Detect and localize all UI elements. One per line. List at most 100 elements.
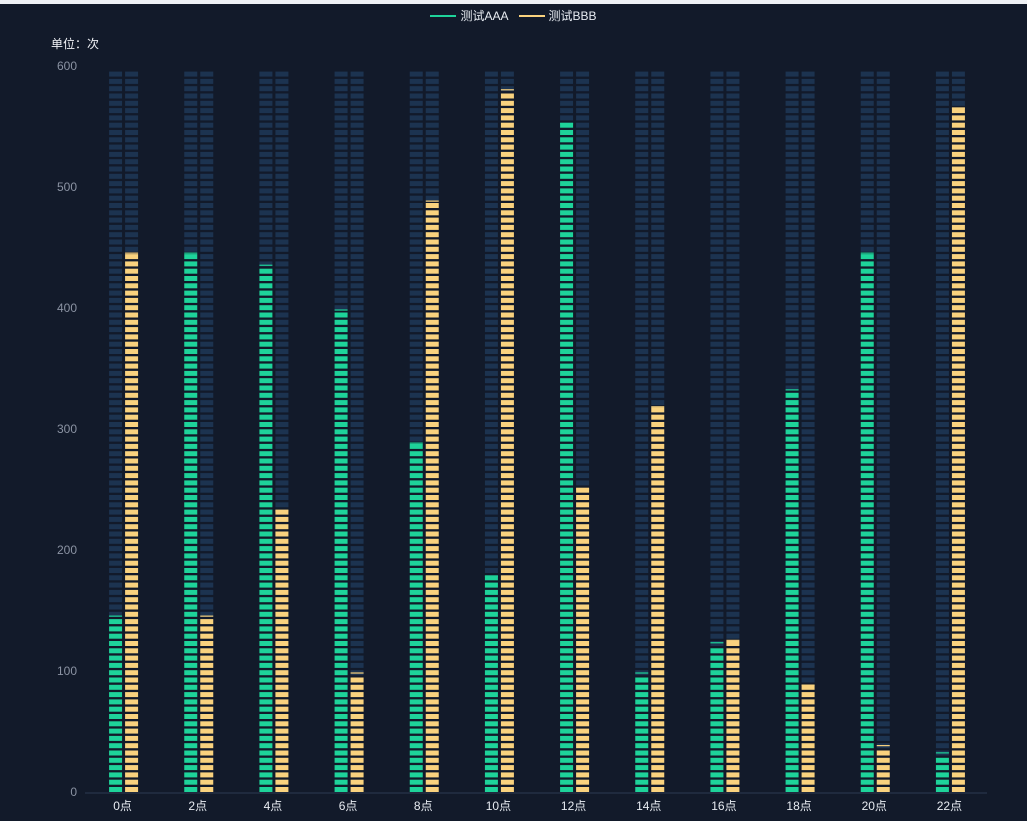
bar-segment [726,662,740,668]
bar-segment [125,246,139,252]
bar-segment [259,538,273,544]
bar-segment [500,188,514,194]
bar-segment [651,370,665,376]
bar-segment [125,451,139,457]
bar-segment [125,159,139,165]
bar-segment [951,757,965,763]
bar-segment [801,538,815,544]
bar-segment [785,305,799,311]
bar-segment [576,568,590,573]
bar-segment [860,743,874,749]
bar-segment [560,93,574,99]
bar-segment [484,319,498,325]
bar-segment [726,144,740,150]
bar-segment [500,297,514,303]
bar-segment [801,714,815,719]
bar-segment [200,611,214,617]
bar-segment [801,743,815,749]
bar-series-b [951,71,965,792]
bar-value-cap [726,639,740,641]
bar-segment [275,305,289,311]
bar-segment [576,495,590,500]
bar-segment [785,772,799,778]
bar-segment [409,203,423,208]
bar-segment [200,568,214,573]
bar-value-cap [350,672,364,674]
bar-segment [726,589,740,595]
bar-segment [635,100,649,106]
legend-item-series-a[interactable]: 测试AAA [430,7,509,24]
bar-segment [635,516,649,522]
bar-segment [500,560,514,566]
bar-segment [350,86,364,92]
bar-segment [801,509,815,515]
bar-segment [651,356,665,362]
bar-segment [500,531,514,537]
bar-segment [935,341,949,347]
bar-segment [125,334,139,340]
bar-segment [576,276,590,281]
bar-segment [125,319,139,325]
bar-segment [259,327,273,333]
bar-segment [860,210,874,216]
bar-segment [951,407,965,413]
bar-series-b [726,71,740,792]
bar-segment [184,611,198,617]
bar-segment [635,546,649,552]
bar-segment [275,268,289,274]
bar-segment [635,743,649,749]
bar-segment [576,465,590,471]
bar-segment [785,757,799,763]
bar-segment [259,378,273,384]
bar-segment [425,546,439,552]
bar-segment [876,633,890,639]
bar-segment [500,509,514,515]
bar-segment [334,575,348,581]
bar-segment [726,692,740,698]
bar-segment [275,480,289,486]
bar-segment [184,137,198,143]
bar-segment [635,414,649,420]
bar-segment [651,626,665,632]
bar-segment [350,232,364,238]
bar-segment [635,589,649,595]
bar-segment [785,173,799,179]
bar-segment [425,589,439,595]
bar-segment [275,495,289,500]
bar-segment [785,414,799,420]
bar-segment [726,283,740,289]
bar-segment [876,392,890,398]
bar-segment [259,604,273,610]
bar-segment [350,319,364,325]
bar-segment [125,604,139,610]
bar-segment [876,670,890,676]
legend-item-series-b[interactable]: 测试BBB [518,7,597,24]
bar-segment [425,728,439,734]
bar-segment [500,356,514,362]
bar-segment [785,735,799,741]
bar-segment [860,473,874,479]
bar-segment [726,465,740,471]
bar-segment [484,779,498,785]
bar-segment [801,597,815,603]
bar-segment [801,137,815,143]
bar-series-b [651,71,665,792]
bar-segment [259,787,273,792]
bar-segment [500,787,514,792]
bar-segment [500,144,514,150]
bar-segment [275,546,289,552]
bar-segment [184,436,198,442]
bar-segment [560,173,574,179]
bar-segment [409,217,423,223]
bar-segment [409,779,423,785]
bar-series-b [801,71,815,792]
bar-segment [334,195,348,201]
bar-segment [876,86,890,92]
bar-segment [259,487,273,493]
bar-segment [560,568,574,573]
bar-segment [350,487,364,493]
bar-segment [651,458,665,464]
bar-segment [635,714,649,719]
bar-segment [409,246,423,252]
bar-segment [576,86,590,92]
